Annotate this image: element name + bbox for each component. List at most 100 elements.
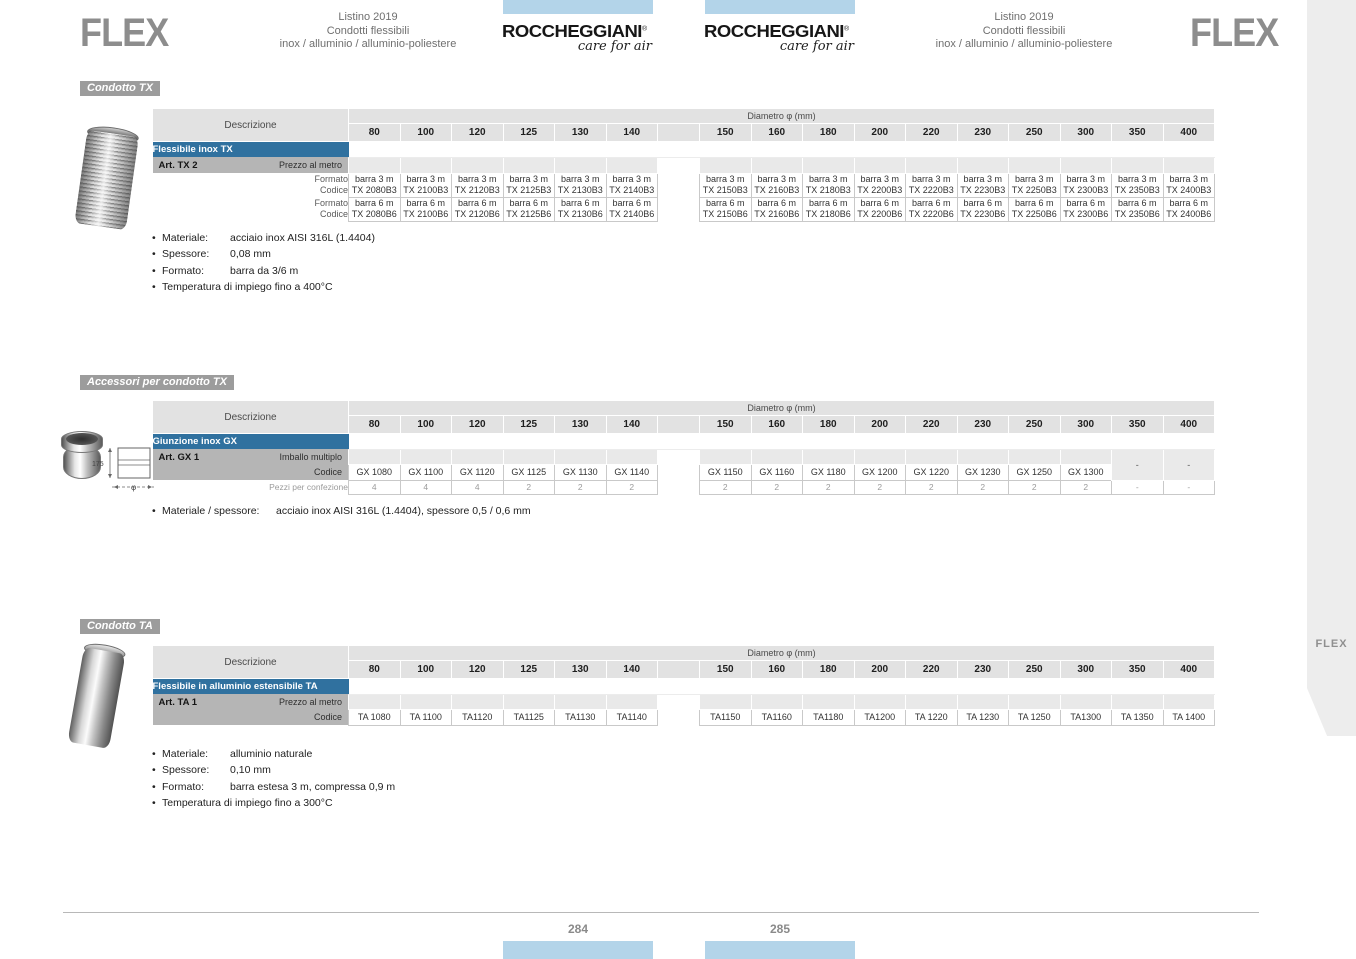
formato-value: barra 3 m [509, 173, 548, 184]
diameter-cell: 160 [750, 123, 803, 142]
gx-specs-list: • Materiale / spessore: acciaio inox AISI … [152, 506, 531, 522]
price-cell-empty [1008, 693, 1061, 710]
gap-cell [657, 660, 700, 679]
codice-value-cell: GX 1220 [905, 463, 958, 481]
diameter-values-row: 80 100 120 125 130 140 150 160 180 200 220 230 250 30… [153, 660, 1216, 679]
side-tab-label: FLEX [1315, 638, 1348, 650]
spec-item: • Materiale: alluminio naturale [152, 749, 395, 760]
codice-value-cell: GX 1125 [502, 463, 555, 481]
formato-codice-cell: barra 3 m TX 2125B3 [502, 172, 555, 198]
spec-item: • Formato: barra da 3/6 m [152, 266, 375, 277]
formato-value: barra 6 m [1066, 197, 1105, 208]
gap-cell [657, 480, 700, 494]
product-name-spacer [348, 141, 1215, 158]
tube-body [67, 647, 126, 749]
diameter-cell: 230 [956, 123, 1009, 142]
codice-value: TX 2220B3 [908, 185, 954, 195]
formato-codice-cell: barra 3 m TX 2400B3 [1162, 172, 1216, 198]
diameter-values-row: 80 100 120 125 130 140 150 160 180 200 220 230 250 30… [153, 415, 1216, 434]
price-cell-empty [1111, 693, 1164, 710]
tx-duct-photo [74, 123, 140, 231]
codice-value-cell: TA 1230 [956, 708, 1009, 726]
formato-codice-cell: barra 6 m TX 2200B6 [853, 196, 906, 222]
pezzi-value-cell: 4 [451, 479, 504, 495]
diameter-cell: 250 [1008, 660, 1061, 679]
formato-value: barra 3 m [354, 173, 394, 184]
gap-cell [657, 415, 700, 434]
formato-value: barra 3 m [560, 173, 600, 184]
spec-label: Spessore: [162, 248, 210, 261]
codice-value-cell: GX 1100 [399, 463, 452, 481]
spec-item: • Formato: barra estesa 3 m, compressa 0,9… [152, 782, 395, 793]
codice-value: TX 2130B6 [557, 209, 603, 219]
row-labels: Formato Codice [153, 197, 349, 221]
codice-value-cell: TA1160 [750, 708, 803, 726]
pezzi-value-cell: 4 [348, 479, 401, 495]
codice-value: TX 2180B6 [805, 209, 851, 219]
price-cell-empty [853, 448, 906, 465]
spec-label: Temperatura di impiego fino a 300°C [162, 796, 333, 809]
codice-value-cell: GX 1250 [1008, 463, 1061, 481]
diameter-cell: 180 [802, 415, 855, 434]
formato-value: barra 6 m [808, 197, 848, 208]
subtitle-line: Listino 2019 [338, 11, 398, 23]
brand-name: ROCCHEGGIANI® [502, 21, 647, 41]
codice-value: TX 2350B3 [1114, 185, 1160, 195]
footer-divider [63, 912, 1259, 913]
codice-value-cell: GX 1130 [554, 463, 607, 481]
formato-codice-cell: barra 6 m TX 2150B6 [699, 196, 752, 222]
registered-mark-icon: ® [641, 25, 647, 33]
formato-codice-cell: barra 6 m TX 2100B6 [399, 196, 452, 222]
formato-codice-row: Formato Codice barra 3 m TX 2080B3 barra 3 m… [153, 172, 1216, 198]
pezzi-value-cell: - [1162, 479, 1216, 495]
formato-value: barra 6 m [911, 197, 951, 208]
spec-value: barra estesa 3 m, compressa 0,9 m [230, 780, 396, 793]
spec-label: Temperatura di impiego fino a 400°C [162, 280, 333, 293]
formato-codice-cell: barra 3 m TX 2120B3 [451, 172, 504, 198]
formato-codice-cell: barra 3 m TX 2300B3 [1059, 172, 1112, 198]
formato-codice-cell: barra 6 m TX 2125B6 [502, 196, 555, 222]
formato-value: barra 6 m [406, 197, 445, 208]
codice-value-cell: TA1150 [699, 708, 752, 726]
diameter-cell: 150 [699, 415, 752, 434]
price-cell-empty [605, 448, 658, 465]
codice-value: TX 2250B3 [1011, 185, 1057, 195]
bullet-icon: • [152, 248, 156, 261]
formato-codice-cell: barra 3 m TX 2160B3 [750, 172, 803, 198]
price-cell-empty [750, 156, 803, 174]
codice-value: TX 2130B3 [557, 185, 603, 195]
formato-value: barra 3 m [808, 173, 848, 184]
pezzi-value-cell: 2 [605, 479, 658, 495]
codice-value: TX 2120B3 [454, 185, 500, 195]
pezzi-value-cell: 2 [1059, 479, 1112, 495]
formato-value: barra 3 m [911, 173, 951, 184]
formato-codice-cell: barra 6 m TX 2120B6 [451, 196, 504, 222]
section-badge-condotto-tx: Condotto TX [80, 81, 160, 96]
price-row-label: Imballo multiplo [279, 452, 342, 462]
subtitle-line: Listino 2019 [994, 11, 1054, 23]
spec-item: • Temperatura di impiego fino a 300°C [152, 798, 395, 809]
spec-label: Materiale: [162, 232, 209, 244]
diametro-header: Diametro φ (mm) [347, 645, 1216, 661]
spec-label: Spessore: [162, 764, 210, 777]
formato-value: barra 3 m [1169, 173, 1209, 184]
codice-value: TX 2250B6 [1011, 209, 1057, 219]
diameter-cell: 250 [1008, 123, 1061, 142]
price-row-label: Prezzo al metro [278, 160, 342, 170]
diameter-cell: 100 [399, 123, 452, 142]
codice-value-cell: TA1140 [605, 708, 658, 726]
codice-value-cell: TA 1220 [905, 708, 958, 726]
price-cell-empty [1162, 156, 1216, 174]
formato-value: barra 6 m [560, 197, 600, 208]
codice-value-cell: TA 1250 [1008, 708, 1061, 726]
formato-codice-cell: barra 6 m TX 2300B6 [1059, 196, 1112, 222]
pezzi-row: Pezzi per confezione 4 4 4 2 2 2 2 2 2 2 2 2 2 2- - [153, 479, 1216, 495]
pezzi-value-cell: 2 [905, 479, 958, 495]
price-cell-empty [750, 448, 803, 465]
brand-tagline: care for air [577, 39, 652, 54]
bullet-icon: • [152, 232, 156, 244]
header-blue-band-left [503, 0, 653, 14]
price-cell-empty [853, 156, 906, 174]
spec-item: • Temperatura di impiego fino a 400°C [152, 282, 375, 293]
codice-value: TX 2300B3 [1063, 185, 1109, 195]
